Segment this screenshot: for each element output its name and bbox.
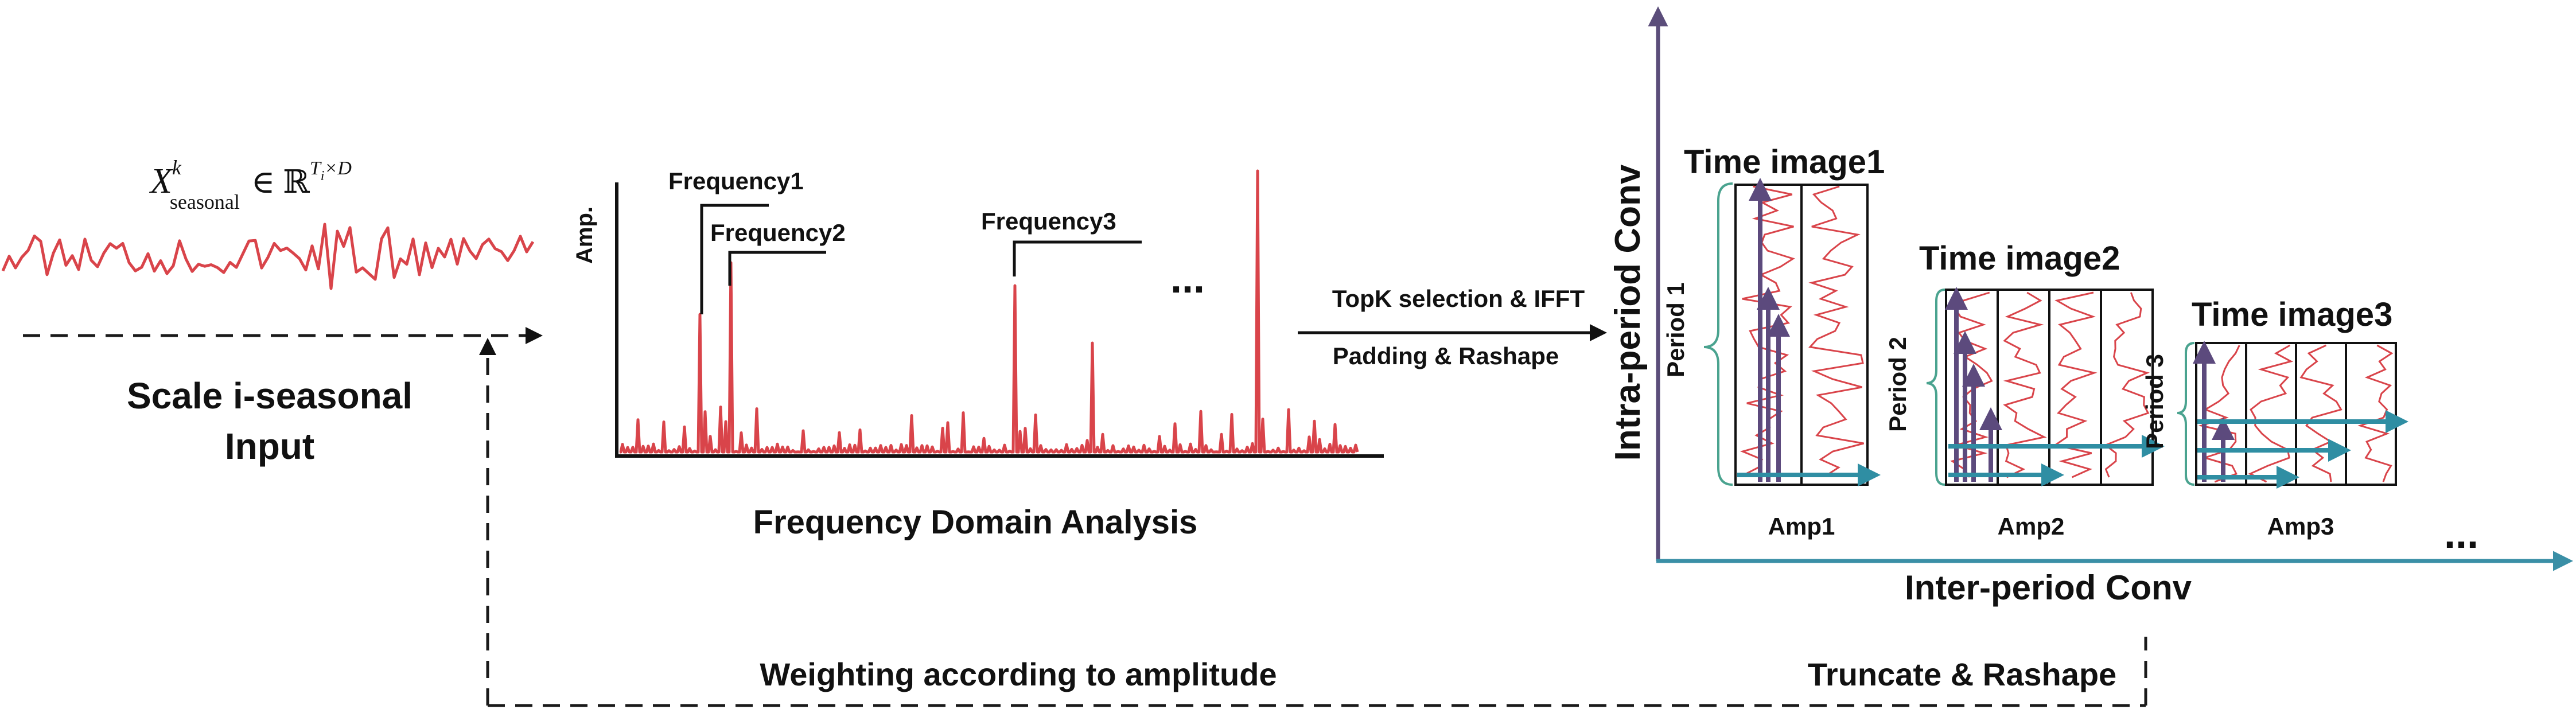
- frequency-spectrum: Amp. Frequency1 Frequency2 Frequency3 ..…: [572, 167, 1384, 541]
- spectrum-ellipsis: ...: [1170, 256, 1205, 302]
- topk-ifft-label: TopK selection & IFFT: [1332, 285, 1585, 312]
- period-2-brace: [1926, 289, 1945, 486]
- frequency2-marker: [728, 251, 826, 286]
- time-image-1-column-signal-2: [1808, 185, 1864, 477]
- spectrum-caption: Frequency Domain Analysis: [753, 504, 1198, 541]
- padding-reshape-label: Padding & Rashape: [1333, 342, 1559, 369]
- time-image-3-column-signal-1: [2198, 345, 2240, 483]
- period-3-brace: [2177, 342, 2195, 486]
- time-images-panel: Intra-period Conv Inter-period Conv ... …: [1608, 6, 2573, 607]
- input-seasonal-signal: [1, 223, 535, 290]
- spectrum-signal: [619, 169, 1359, 454]
- transform-step: TopK selection & IFFT Padding & Rashape: [1298, 285, 1607, 369]
- time-image-3-column-signal-2: [2248, 344, 2294, 483]
- amp-2-label: Amp2: [1998, 513, 2065, 540]
- frequency2-label: Frequency2: [710, 219, 846, 246]
- truncate-label: Truncate & Rashape: [1808, 656, 2116, 692]
- input-label-line2: Input: [225, 426, 314, 467]
- input-section: Xk seasonal∈ ℝTi×D Scale i-seasonal Input: [1, 156, 535, 467]
- time-image-2-column-signal-2: [2003, 291, 2047, 478]
- time-image-1-title: Time image1: [1684, 143, 1885, 181]
- input-label-line1: Scale i-seasonal: [127, 375, 413, 416]
- time-image-2: Time image2 Period 2 Amp2: [1884, 240, 2165, 540]
- intra-period-axis-label: Intra-period Conv: [1608, 164, 1648, 461]
- input-formula: Xk seasonal∈ ℝTi×D: [149, 156, 352, 213]
- time-image-3: Time image3 Period 3 Amp3: [2141, 296, 2408, 540]
- inter-period-axis-label: Inter-period Conv: [1905, 568, 2192, 607]
- period-1-label: Period 1: [1662, 282, 1689, 377]
- frequency1-label: Frequency1: [668, 167, 804, 194]
- time-image-2-title: Time image2: [1919, 240, 2120, 277]
- feedback-loop: [23, 327, 2147, 707]
- period-1-brace: [1703, 182, 1733, 486]
- time-image-3-column-signal-4: [2357, 344, 2394, 482]
- time-image-1: Time image1 Period 1 Amp1: [1662, 143, 1885, 540]
- amp-axis-label: Amp.: [572, 206, 597, 264]
- frequency1-marker: [700, 204, 769, 314]
- time-image-3-title: Time image3: [2192, 296, 2392, 333]
- time-image-3-column-signal-3: [2299, 344, 2342, 482]
- amp-1-label: Amp1: [1768, 513, 1835, 540]
- weighting-label: Weighting according to amplitude: [760, 656, 1277, 692]
- amp-3-label: Amp3: [2267, 513, 2334, 540]
- images-ellipsis: ...: [2444, 511, 2478, 557]
- frequency3-marker: [1013, 240, 1142, 276]
- time-image-2-column-signal-3: [2053, 291, 2098, 478]
- frequency3-label: Frequency3: [981, 208, 1116, 235]
- period-3-label: Period 3: [2141, 354, 2168, 449]
- period-2-label: Period 2: [1884, 337, 1911, 432]
